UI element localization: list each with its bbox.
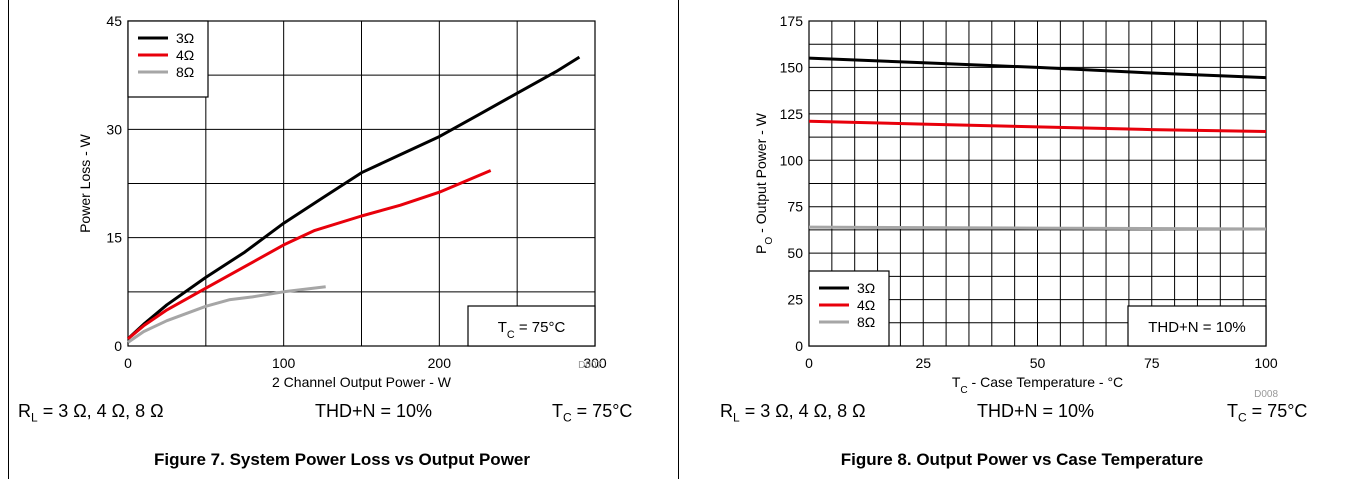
right-rl-rest: = 3 Ω, 4 Ω, 8 Ω	[739, 401, 866, 421]
chart2-y-tick-label: 125	[780, 106, 804, 122]
chart2-x-tick-label: 50	[1030, 355, 1046, 371]
chart2-legend-box	[808, 270, 890, 347]
figure-7-caption: Figure 7. System Power Loss vs Output Po…	[154, 450, 530, 469]
chart2-y-tick-label: 0	[795, 338, 803, 354]
chart1-y-tick-label: 45	[106, 13, 122, 29]
chart2-x-axis-label: TC - Case Temperature - °C	[952, 374, 1123, 396]
right-rl-sub: L	[733, 410, 740, 425]
chart1-annotation-text: TC = 75°C	[498, 319, 566, 341]
chart2-x-tick-label: 100	[1254, 355, 1278, 371]
chart2-x-tick-label: 0	[805, 355, 813, 371]
chart1-y-tick-label: 0	[114, 338, 122, 354]
right-rl-condition: RL = 3 Ω, 4 Ω, 8 Ω	[720, 401, 866, 425]
chart2-legend-label-3: 8Ω	[857, 314, 875, 330]
chart1-code-label: D007	[578, 360, 602, 371]
right-tc-rest: = 75°C	[1246, 401, 1308, 421]
chart1-y-tick-label: 30	[106, 121, 122, 137]
left-tc-main: T	[552, 401, 563, 421]
right-tc-main: T	[1227, 401, 1238, 421]
left-thd-condition: THD+N = 10%	[315, 401, 433, 421]
chart2-annotation-text: THD+N = 10%	[1148, 319, 1246, 336]
chart2-y-tick-label: 175	[780, 13, 804, 29]
left-tc-rest: = 75°C	[571, 401, 633, 421]
left-rl-rest: = 3 Ω, 4 Ω, 8 Ω	[37, 401, 164, 421]
right-rl-main: R	[720, 401, 733, 421]
chart2-x-tick-label: 75	[1144, 355, 1160, 371]
chart1-series-2-line	[127, 169, 492, 340]
left-rl-condition: RL = 3 Ω, 4 Ω, 8 Ω	[18, 401, 164, 425]
chart1-plot-frame	[127, 20, 596, 347]
chart2-y-tick-label: 75	[787, 199, 803, 215]
chart2-series-1-line	[808, 56, 1267, 80]
charts-canvas: 0 100 200 300 0 15 30 45 2 Channel Output Power …	[77, 13, 1278, 400]
chart2-series-2-line	[808, 119, 1267, 133]
chart1-series-1-line	[126, 55, 581, 340]
chart1-legend-label-2: 4Ω	[176, 47, 194, 63]
chart2-y-tick-label: 50	[787, 245, 803, 261]
chart1-x-tick-label: 200	[428, 355, 452, 371]
chart2-plot-frame	[808, 20, 1267, 347]
right-tc-sub: C	[1238, 410, 1247, 425]
chart2-annotation-box	[1127, 305, 1267, 347]
chart1-group: 0 100 200 300 0 15 30 45 2 Channel Output Power …	[77, 13, 607, 390]
chart1-x-axis-label: 2 Channel Output Power - W	[272, 374, 452, 390]
chart2-group: 0 25 50 75 100 0 25 50 75 100 125 150 175 TC - Case T…	[753, 13, 1278, 400]
chart1-x-tick-label: 100	[272, 355, 296, 371]
right-thd-condition: THD+N = 10%	[977, 401, 1095, 421]
figure-8-caption: Figure 8. Output Power vs Case Temperatu…	[840, 450, 1204, 469]
right-tc-condition: TC = 75°C	[1227, 401, 1307, 425]
chart2-series-3-line	[808, 225, 1267, 231]
chart1-legend-box	[127, 20, 209, 98]
left-rl-sub: L	[31, 410, 38, 425]
chart2-code-label: D008	[1254, 389, 1278, 400]
chart2-y-tick-label: 25	[787, 292, 803, 308]
chart1-y-axis-label: Power Loss - W	[77, 133, 93, 233]
left-tc-condition: TC = 75°C	[552, 401, 632, 425]
chart2-legend-label-1: 3Ω	[857, 280, 875, 296]
left-border	[8, 0, 9, 479]
chart2-y-axis-label: PO - Output Power - W	[753, 112, 775, 254]
left-tc-sub: C	[563, 410, 572, 425]
chart1-legend-label-3: 8Ω	[176, 64, 194, 80]
chart1-series-3-line	[127, 285, 326, 344]
chart1-x-tick-label: 300	[583, 355, 607, 371]
center-divider	[678, 0, 679, 479]
chart1-y-tick-label: 15	[106, 230, 122, 246]
chart2-legend-label-2: 4Ω	[857, 297, 875, 313]
chart2-y-tick-label: 100	[780, 152, 804, 168]
left-rl-main: R	[18, 401, 31, 421]
chart2-y-tick-label: 150	[780, 59, 804, 75]
chart1-x-tick-label: 0	[124, 355, 132, 371]
chart1-annotation-box	[467, 305, 596, 347]
chart2-x-tick-label: 25	[915, 355, 931, 371]
chart1-legend-label-1: 3Ω	[176, 30, 194, 46]
